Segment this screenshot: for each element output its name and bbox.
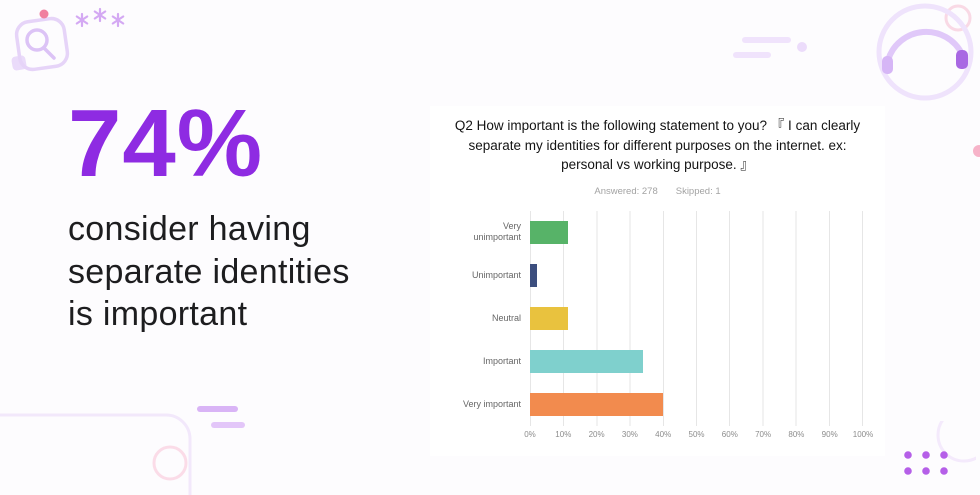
chart-title: Q2 How important is the following statem… (454, 118, 861, 173)
bar-row (530, 340, 862, 383)
x-tick: 40% (655, 429, 672, 439)
x-axis: 0% 10% 20% 30% 40% 50% 60% 70% 80% 90% 100% (524, 426, 873, 442)
chart-subtitle: Answered: 278 Skipped: 1 (430, 186, 885, 197)
category-label: Very unimportant (473, 220, 521, 243)
headline: 74% consider having separate identities … (68, 96, 458, 336)
x-axis-spacer (460, 426, 530, 442)
chart-category-labels: Very unimportant Unimportant Neutral Import… (460, 211, 530, 426)
x-tick: 10% (555, 429, 572, 439)
category-label: Unimportant (471, 269, 521, 280)
x-tick: 30% (621, 429, 638, 439)
bar-row (530, 211, 862, 254)
pink-dot-icon (973, 145, 980, 157)
bar-very-important (530, 392, 663, 416)
stat-value: 74% (68, 90, 264, 197)
sparkles-icon (75, 7, 125, 28)
x-tick: 100% (852, 429, 874, 439)
bar-very-unimportant (530, 220, 569, 244)
category-label: Very important (462, 398, 521, 409)
x-tick: 20% (588, 429, 605, 439)
headphones-icon (733, 3, 974, 101)
speed-lines-icon (733, 37, 807, 58)
category-label: Neutral (491, 312, 521, 323)
bar-neutral (530, 306, 569, 330)
bar-row (530, 383, 862, 426)
bar-row (530, 254, 862, 297)
bar-row (530, 297, 862, 340)
dots-grid-icon (904, 421, 976, 475)
chart-bars (530, 210, 863, 426)
stat-caption: consider having separate identities is i… (68, 210, 350, 333)
answered-count: Answered: 278 (594, 185, 658, 197)
bar-chart: Very unimportant Unimportant Neutral Import… (430, 210, 885, 426)
skipped-count: Skipped: 1 (675, 185, 721, 197)
x-tick: 90% (821, 429, 838, 439)
chart-x-axis-row: 0% 10% 20% 30% 40% 50% 60% 70% 80% 90% 100% (430, 426, 885, 442)
category-label: Important (482, 355, 521, 366)
x-tick: 50% (688, 429, 705, 439)
x-tick: 80% (788, 429, 805, 439)
pink-dot-icon (39, 9, 49, 19)
bar-important (530, 349, 643, 373)
chart-panel: Q2 How important is the following statem… (430, 106, 885, 456)
magnifier-icon (11, 7, 125, 72)
x-tick: 0% (524, 429, 536, 439)
x-tick: 70% (755, 429, 772, 439)
x-tick: 60% (721, 429, 738, 439)
window-outline-icon (0, 406, 245, 495)
bar-unimportant (530, 263, 537, 287)
